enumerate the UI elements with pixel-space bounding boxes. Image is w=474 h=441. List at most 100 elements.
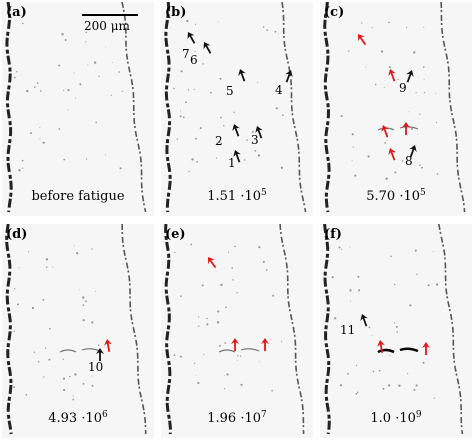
surface-speck bbox=[386, 139, 388, 141]
surface-speck bbox=[421, 166, 423, 169]
panel-label: (d) bbox=[6, 227, 28, 242]
surface-speck bbox=[173, 87, 175, 90]
black-arrow bbox=[232, 124, 240, 137]
surface-speck bbox=[333, 316, 335, 318]
surface-speck bbox=[397, 78, 399, 81]
surface-speck bbox=[91, 248, 93, 250]
surface-speck bbox=[413, 388, 416, 391]
surface-speck bbox=[413, 51, 416, 54]
surface-speck bbox=[72, 398, 75, 401]
surface-speck bbox=[385, 177, 388, 180]
micrograph-image bbox=[164, 2, 307, 213]
surface-speck bbox=[69, 375, 71, 378]
surface-speck bbox=[91, 321, 94, 324]
surface-speck bbox=[231, 267, 233, 269]
surface-speck bbox=[63, 388, 66, 392]
surface-speck bbox=[347, 372, 349, 375]
surface-speck bbox=[61, 33, 64, 36]
surface-speck bbox=[185, 101, 187, 104]
red-arrow bbox=[104, 339, 112, 352]
surface-speck bbox=[355, 393, 358, 395]
surface-speck bbox=[58, 64, 61, 67]
surface-speck bbox=[388, 21, 390, 24]
surface-speck bbox=[182, 116, 185, 119]
black-arrow bbox=[255, 126, 263, 139]
surface-speck bbox=[232, 279, 234, 281]
surface-speck bbox=[196, 160, 198, 163]
surface-speck bbox=[419, 164, 421, 167]
surface-speck bbox=[48, 358, 51, 361]
surface-speck bbox=[407, 373, 409, 375]
surface-speck bbox=[105, 46, 106, 48]
surface-speck bbox=[409, 304, 412, 307]
surface-speck bbox=[122, 263, 124, 265]
panel-label: (b) bbox=[165, 5, 187, 20]
surface-speck bbox=[422, 361, 425, 364]
surface-speck bbox=[82, 319, 85, 322]
slip-band bbox=[218, 348, 260, 353]
red-arrow bbox=[261, 338, 269, 351]
surface-speck bbox=[14, 288, 16, 290]
surface-speck bbox=[220, 116, 222, 119]
surface-speck bbox=[174, 251, 176, 253]
surface-speck bbox=[356, 391, 359, 394]
surface-speck bbox=[237, 355, 239, 357]
surface-speck bbox=[199, 127, 202, 130]
cycle-count: 4.93 ·106 bbox=[48, 410, 108, 426]
surface-speck bbox=[97, 344, 100, 346]
surface-speck bbox=[246, 139, 248, 141]
surface-speck bbox=[190, 243, 193, 246]
surface-speck bbox=[277, 33, 279, 35]
surface-speck bbox=[180, 295, 182, 297]
surface-speck bbox=[180, 110, 182, 112]
surface-speck bbox=[220, 283, 223, 287]
surface-speck bbox=[243, 159, 246, 161]
black-arrow bbox=[96, 348, 104, 361]
surface-speck bbox=[348, 50, 350, 52]
surface-speck bbox=[398, 384, 401, 387]
cycle-count: before fatigue bbox=[31, 189, 125, 204]
surface-speck bbox=[85, 41, 87, 43]
surface-speck bbox=[374, 83, 377, 86]
surface-speck bbox=[13, 386, 16, 389]
specimen-right-edge bbox=[438, 224, 464, 435]
specimen-right-edge bbox=[440, 2, 466, 213]
panel-label: (c) bbox=[324, 5, 345, 20]
red-arrow bbox=[377, 340, 385, 353]
surface-speck bbox=[423, 26, 425, 28]
surface-speck bbox=[394, 171, 397, 174]
cycle-count: 1.96 ·107 bbox=[207, 410, 267, 426]
surface-speck bbox=[227, 251, 230, 253]
red-arrow bbox=[208, 257, 217, 269]
surface-speck bbox=[63, 89, 65, 91]
surface-speck bbox=[40, 90, 42, 92]
surface-speck bbox=[340, 115, 343, 118]
surface-speck bbox=[416, 273, 418, 275]
surface-speck bbox=[13, 330, 15, 332]
specimen-right-edge bbox=[281, 2, 307, 213]
surface-speck bbox=[39, 127, 41, 128]
surface-speck bbox=[251, 130, 254, 133]
surface-speck bbox=[390, 255, 392, 258]
surface-speck bbox=[43, 376, 45, 378]
slip-band bbox=[377, 347, 419, 354]
surface-speck bbox=[408, 111, 410, 113]
arrow-number: 7 bbox=[182, 47, 190, 61]
surface-speck bbox=[400, 84, 402, 86]
surface-speck bbox=[67, 89, 70, 92]
panel-label: (e) bbox=[165, 227, 186, 242]
red-arrow bbox=[388, 69, 396, 82]
surface-speck bbox=[224, 375, 225, 376]
surface-speck bbox=[380, 50, 384, 53]
surface-speck bbox=[85, 300, 87, 303]
surface-speck bbox=[194, 23, 197, 25]
surface-speck bbox=[432, 251, 434, 253]
surface-speck bbox=[265, 269, 268, 271]
panel-f: (f) 1.0 ·109 11 bbox=[320, 224, 472, 438]
black-arrow bbox=[409, 145, 417, 158]
surface-speck bbox=[378, 369, 381, 372]
surface-speck bbox=[34, 86, 36, 88]
surface-speck bbox=[371, 335, 373, 337]
arrow-number: 9 bbox=[399, 81, 407, 95]
